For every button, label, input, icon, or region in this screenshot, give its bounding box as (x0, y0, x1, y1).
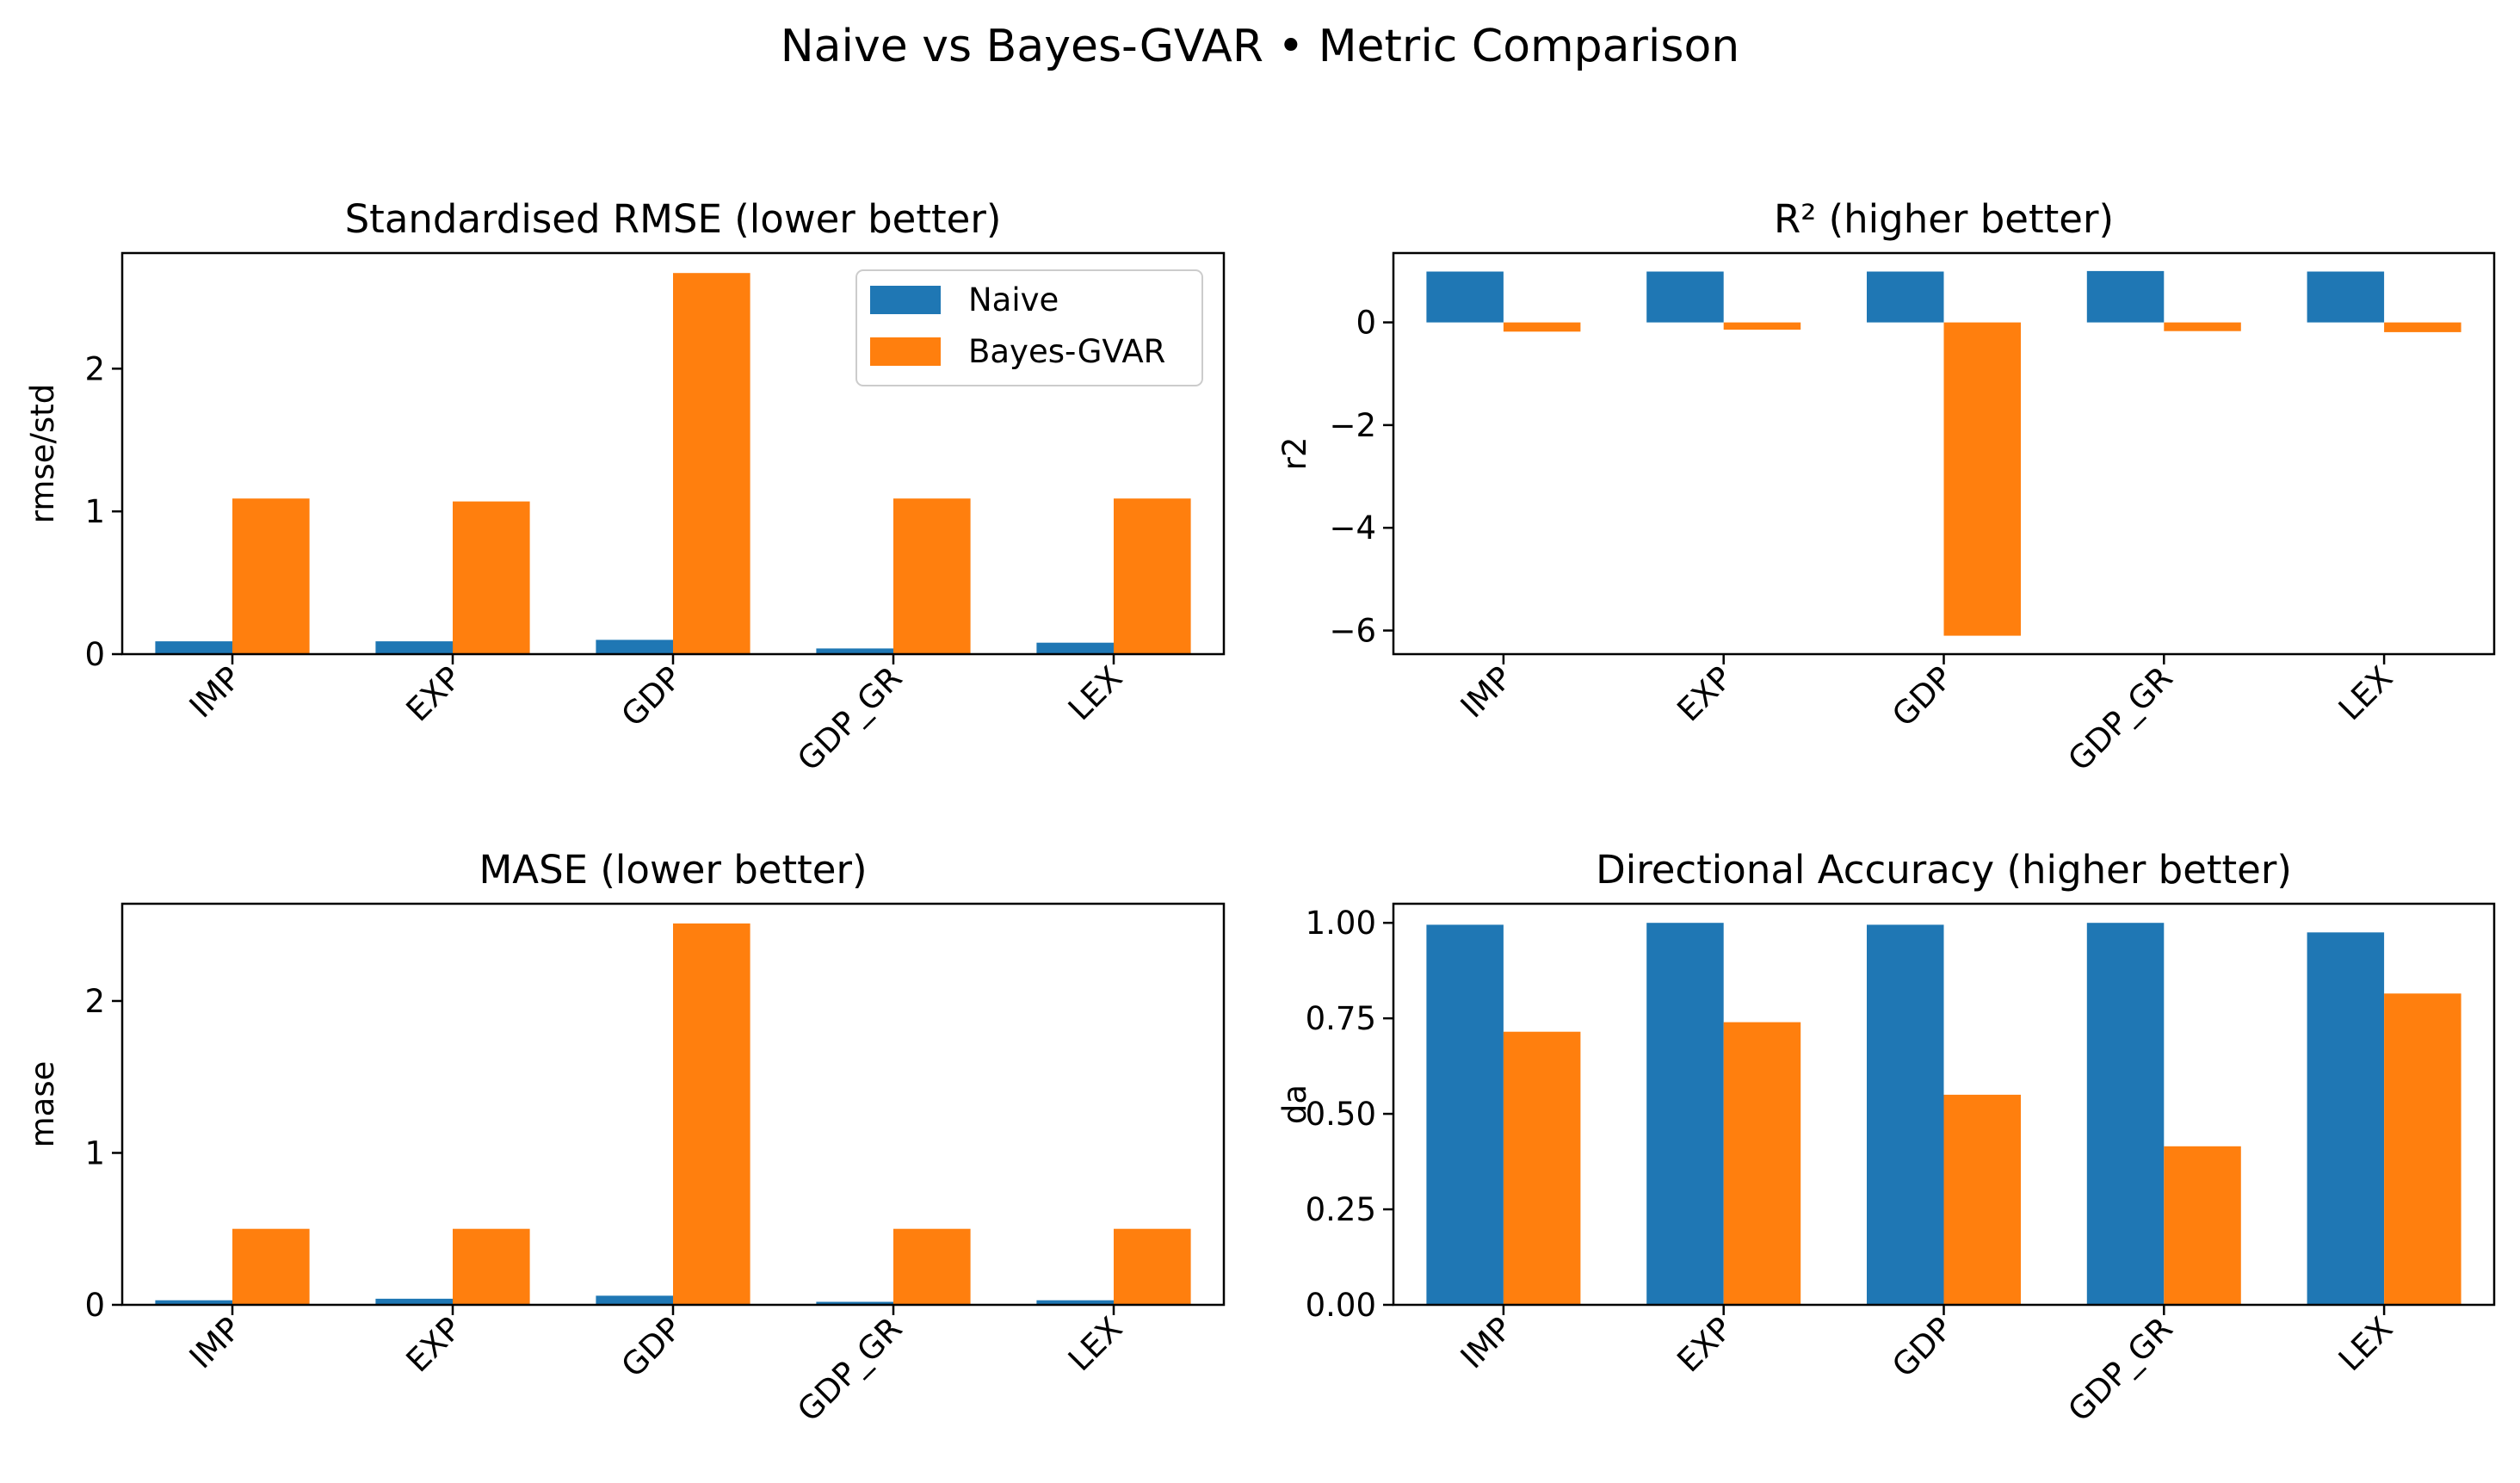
y-axis-label: mase (24, 1061, 61, 1148)
bar-bayes-gvar-gdp (673, 273, 750, 654)
x-tick-label: GDP (1885, 1310, 1960, 1385)
bar-naive-gdp_gr (816, 648, 893, 654)
legend-label-naive: Naive (968, 281, 1059, 318)
y-tick-label: 0.50 (1306, 1096, 1376, 1133)
bar-naive-gdp_gr (2086, 923, 2165, 1305)
x-tick-label: LEX (2332, 1310, 2400, 1378)
y-tick-label: 0 (1356, 305, 1376, 342)
chart-panel-1: 0 1 2 IMP EXP GDP GDP_GR LEX Standardised RMSE (… (24, 196, 1226, 778)
bar-bayes-gvar-lex (1114, 498, 1191, 654)
legend-swatch-naive (870, 286, 941, 314)
bar-naive-imp (155, 1300, 232, 1305)
x-tick-label: GDP (615, 659, 689, 734)
x-tick-label: EXP (1670, 659, 1739, 729)
bar-naive-gdp_gr (816, 1301, 893, 1305)
bar-naive-gdp (1867, 271, 1944, 323)
x-tick-label: GDP_GR (790, 1310, 909, 1429)
bar-naive-exp (375, 1298, 453, 1305)
y-tick-label: −2 (1329, 407, 1376, 444)
x-tick-label: IMP (182, 1310, 248, 1375)
bar-bayes-gvar-exp (1723, 1022, 1801, 1305)
bar-naive-lex (1036, 642, 1114, 654)
bar-naive-exp (1646, 271, 1724, 323)
bar-bayes-gvar-lex (2384, 993, 2461, 1305)
y-tick-label: 0 (84, 1287, 105, 1324)
legend-swatch-bayes-gvar (870, 337, 941, 366)
chart-panel-4: 0.00 0.25 0.50 0.75 1.00 IMP EXP GDP GDP_GR LEX Di… (1276, 847, 2496, 1429)
bar-bayes-gvar-imp (1503, 322, 1581, 332)
bar-bayes-gvar-exp (453, 1228, 530, 1305)
legend-label-bayes-gvar: Bayes-GVAR (968, 333, 1165, 370)
bar-naive-imp (155, 641, 232, 654)
bar-bayes-gvar-imp (232, 1228, 310, 1305)
y-tick-label: 0.25 (1306, 1191, 1376, 1228)
bar-naive-gdp (596, 1295, 673, 1305)
x-tick-label: GDP_GR (790, 659, 909, 778)
bar-bayes-gvar-gdp (1943, 322, 2021, 636)
bar-naive-gdp_gr (2086, 270, 2165, 323)
bar-bayes-gvar-lex (1114, 1228, 1191, 1305)
chart-panel-3: 0 1 2 IMP EXP GDP GDP_GR LEX MASE (lower better)… (24, 847, 1226, 1429)
bar-naive-gdp (596, 640, 673, 654)
bar-naive-exp (375, 641, 453, 654)
x-tick-label: LEX (1061, 1310, 1129, 1378)
y-tick-label: 0.00 (1306, 1287, 1376, 1324)
x-tick-label: LEX (2332, 659, 2400, 727)
chart-title: MASE (lower better) (479, 847, 867, 893)
x-tick-label: IMP (182, 659, 248, 725)
bar-bayes-gvar-gdp (673, 923, 750, 1305)
bar-bayes-gvar-gdp_gr (893, 498, 971, 654)
bar-bayes-gvar-imp (232, 498, 310, 654)
bar-naive-imp (1426, 271, 1504, 323)
bar-bayes-gvar-gdp (1943, 1094, 2021, 1305)
bar-bayes-gvar-lex (2384, 322, 2461, 332)
bar-naive-lex (2307, 271, 2385, 323)
chart-panel-2: −6 −4 −2 0 IMP EXP GDP GDP_GR LEX R² (higher bett… (1276, 196, 2496, 778)
chart-title: R² (higher better) (1774, 196, 2114, 242)
y-tick-label: 0 (84, 636, 105, 673)
y-tick-label: −4 (1329, 510, 1376, 547)
y-axis-label: r2 (1276, 437, 1313, 471)
y-tick-label: 1 (84, 493, 105, 530)
y-tick-label: 2 (84, 983, 105, 1020)
bar-bayes-gvar-gdp_gr (2164, 322, 2241, 331)
bar-naive-gdp (1867, 924, 1944, 1305)
x-tick-label: EXP (399, 1310, 469, 1380)
x-tick-label: IMP (1454, 659, 1519, 725)
x-tick-label: GDP_GR (2061, 659, 2180, 778)
legend-box (855, 269, 1203, 386)
x-tick-label: EXP (399, 659, 469, 729)
bar-bayes-gvar-exp (1723, 322, 1801, 330)
x-tick-label: GDP (615, 1310, 689, 1385)
bar-bayes-gvar-exp (453, 501, 530, 654)
y-tick-label: 2 (84, 350, 105, 387)
y-axis-label: da (1276, 1084, 1313, 1124)
y-tick-label: 0.75 (1306, 1000, 1376, 1037)
x-tick-label: GDP (1885, 659, 1960, 734)
bar-naive-imp (1426, 924, 1504, 1305)
bar-naive-lex (1036, 1300, 1114, 1305)
figure-title: Naive vs Bayes-GVAR • Metric Comparison (781, 21, 1739, 72)
x-tick-label: EXP (1670, 1310, 1739, 1380)
bar-bayes-gvar-gdp_gr (893, 1228, 971, 1305)
chart-title: Directional Accuracy (higher better) (1596, 847, 2292, 893)
y-axis-label: rmse/std (24, 384, 61, 523)
x-tick-label: IMP (1454, 1310, 1519, 1375)
legend: Naive Bayes-GVAR (855, 269, 1203, 386)
y-tick-label: −6 (1329, 613, 1376, 650)
bar-naive-lex (2307, 932, 2385, 1305)
chart-title: Standardised RMSE (lower better) (345, 196, 1002, 242)
bar-naive-exp (1646, 923, 1724, 1305)
bar-bayes-gvar-imp (1503, 1031, 1581, 1305)
bar-bayes-gvar-gdp_gr (2164, 1146, 2241, 1305)
x-tick-label: GDP_GR (2061, 1310, 2180, 1429)
x-tick-label: LEX (1061, 659, 1129, 727)
y-tick-label: 1 (84, 1134, 105, 1171)
y-tick-label: 1.00 (1306, 905, 1376, 942)
